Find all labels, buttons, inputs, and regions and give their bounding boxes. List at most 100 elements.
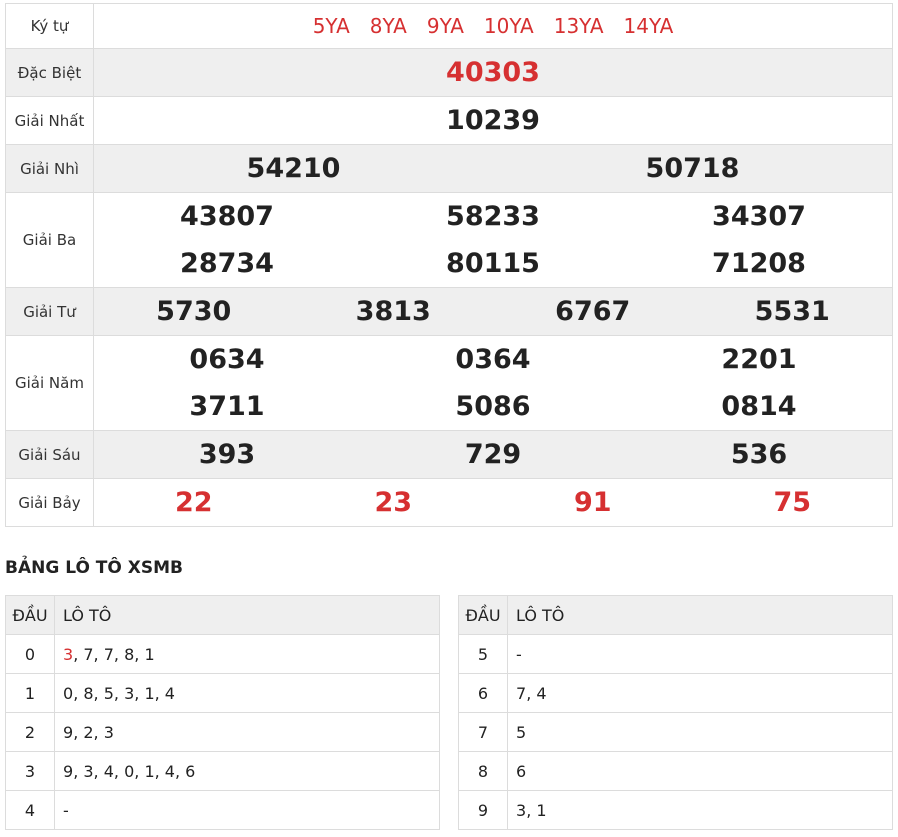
loto-dau: 8 [458,751,508,791]
loto-row: 3 9, 3, 4, 0, 1, 4, 6 [5,751,440,791]
loto-item: 8 [83,683,94,703]
prize-numbers: 393 729 536 [93,430,893,479]
prize-number: 22 [174,487,213,518]
draw-code: 8YA [369,14,407,38]
prize-row: Giải Sáu 393 729 536 [5,430,893,479]
draw-code: 10YA [483,14,534,38]
prize-number: 5086 [455,391,531,422]
loto-dau: 9 [458,790,508,830]
prize-row: Giải Năm 0634 0364 2201 3711 5086 0814 [5,335,893,431]
loto-row: 9 3, 1 [458,790,893,830]
row-label: Ký tự [5,3,94,49]
loto-item: 9 [63,761,74,781]
loto-item: 5 [516,722,527,742]
prize-row: Giải Nhất 10239 [5,96,893,145]
loto-dau: 4 [5,790,55,830]
prize-number: 58233 [446,201,540,232]
prize-label: Đặc Biệt [5,48,94,97]
loto-item: 5 [103,683,114,703]
draw-code: 9YA [426,14,464,38]
loto-dau: 1 [5,673,55,713]
loto-values: - [507,634,893,674]
prize-number: 50718 [645,153,740,184]
codes-cell: 5YA 8YA 9YA 10YA 13YA 14YA [93,3,893,49]
loto-dau: 2 [5,712,55,752]
loto-values: 3, 7, 7, 8, 1 [54,634,440,674]
loto-item: 3 [63,644,74,664]
prize-numbers: 5730 3813 6767 5531 [93,287,893,336]
loto-item: 3 [103,722,114,742]
prize-number: 91 [573,487,612,518]
prize-numbers: 10239 [93,96,893,145]
prize-number: 0814 [721,391,797,422]
prize-label: Giải Nhất [5,96,94,145]
loto-item: 4 [164,683,175,703]
prize-numbers: 0634 0364 2201 3711 5086 0814 [93,335,893,431]
head-loto: LÔ TÔ [507,595,893,635]
loto-item: 1 [144,683,155,703]
loto-title: BẢNG LÔ TÔ XSMB [5,558,184,578]
prize-numbers: 43807 58233 34307 28734 80115 71208 [93,192,893,288]
prize-number: 10239 [446,105,540,136]
loto-item: 4 [103,761,114,781]
loto-values: 9, 2, 3 [54,712,440,752]
loto-values: 9, 3, 4, 0, 1, 4, 6 [54,751,440,791]
loto-values: - [54,790,440,830]
loto-table-right: ĐẦU LÔ TÔ 5-6 7, 4 7 5 8 6 9 3, 1 [458,595,893,830]
prize-label: Giải Ba [5,192,94,288]
prize-row: Giải Ba 43807 58233 34307 28734 80115 71208 [5,192,893,288]
prize-number: 34307 [712,201,806,232]
loto-dau: 3 [5,751,55,791]
loto-item: 0 [63,683,74,703]
loto-item: - [516,644,522,664]
prize-number: 5730 [156,296,232,327]
loto-values: 3, 1 [507,790,893,830]
loto-item: 1 [144,644,155,664]
prize-number: 3813 [355,296,431,327]
prize-number: 80115 [446,248,540,279]
loto-item: 3 [516,800,527,820]
loto-item: 6 [516,761,527,781]
head-dau: ĐẦU [458,595,508,635]
prize-number: 393 [198,439,256,470]
prize-numbers: 22 23 91 75 [93,478,893,527]
loto-item: 4 [164,761,175,781]
prize-number: 0634 [189,344,265,375]
prize-number: 40303 [446,57,540,88]
loto-values: 7, 4 [507,673,893,713]
loto-item: 0 [124,761,135,781]
loto-item: 6 [185,761,196,781]
prize-label: Giải Nhì [5,144,94,193]
prize-number: 0364 [455,344,531,375]
loto-dau: 0 [5,634,55,674]
prize-number: 729 [464,439,522,470]
prize-number: 3711 [189,391,265,422]
draw-code: 14YA [623,14,674,38]
loto-item: - [63,800,69,820]
prize-number: 2201 [721,344,797,375]
loto-item: 7 [516,683,527,703]
loto-dau: 5 [458,634,508,674]
prize-row: Giải Nhì 54210 50718 [5,144,893,193]
loto-row: 6 7, 4 [458,673,893,713]
prize-number: 28734 [180,248,274,279]
draw-code: 5YA [312,14,350,38]
prize-number: 71208 [712,248,806,279]
loto-row: 1 0, 8, 5, 3, 1, 4 [5,673,440,713]
loto-item: 1 [144,761,155,781]
loto-item: 1 [536,800,547,820]
prize-label: Giải Sáu [5,430,94,479]
prize-row: Giải Tư 5730 3813 6767 5531 [5,287,893,336]
loto-item: 8 [124,644,135,664]
loto-item: 3 [83,761,94,781]
results-table: Ký tự 5YA 8YA 9YA 10YA 13YA 14YA Đặc Biệt 40303 G… [5,3,893,527]
head-loto: LÔ TÔ [54,595,440,635]
prize-number: 536 [730,439,788,470]
loto-row: 4- [5,790,440,830]
loto-values: 6 [507,751,893,791]
prize-label: Giải Tư [5,287,94,336]
loto-row: 0 3, 7, 7, 8, 1 [5,634,440,674]
prize-number: 6767 [555,296,631,327]
